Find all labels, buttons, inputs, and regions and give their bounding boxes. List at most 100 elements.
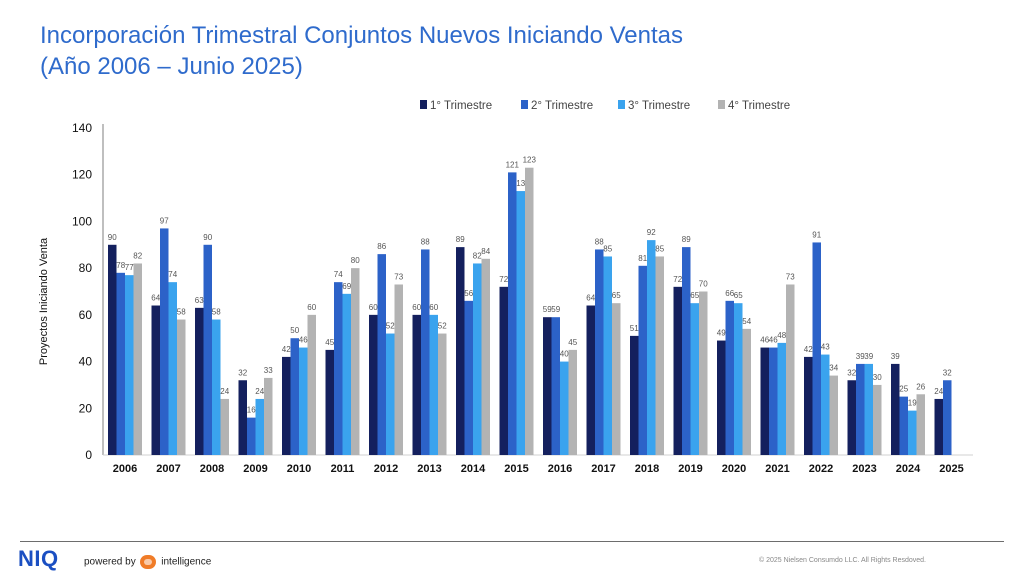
data-label: 45 — [325, 338, 334, 347]
bar-3Trimestre-2012 — [386, 333, 395, 455]
data-label: 86 — [377, 242, 386, 251]
data-label: 82 — [473, 251, 482, 260]
legend-swatch — [718, 100, 725, 109]
data-label: 24 — [220, 387, 229, 396]
niq-logo: NIQ — [18, 546, 59, 571]
data-label: 24 — [255, 387, 264, 396]
legend-label: 1° Trimestre — [430, 100, 492, 112]
x-tick-label: 2008 — [200, 463, 224, 475]
x-tick-label: 2009 — [243, 463, 267, 475]
x-tick-label: 2025 — [939, 463, 963, 475]
data-label: 60 — [307, 303, 316, 312]
data-label: 46 — [769, 336, 778, 345]
bar-4Trimestre-2020 — [742, 328, 751, 455]
bar-3Trimestre-2018 — [647, 240, 656, 455]
partner-suffix: intelligence — [161, 556, 212, 568]
data-label: 34 — [829, 364, 838, 373]
x-tick-label: 2012 — [374, 463, 398, 475]
y-tick-label: 60 — [79, 308, 93, 322]
bar-1Trimestre-2017 — [586, 305, 595, 455]
x-tick-label: 2022 — [809, 463, 833, 475]
data-label: 65 — [612, 291, 621, 300]
x-tick-label: 2006 — [113, 463, 137, 475]
data-label: 72 — [673, 275, 682, 284]
data-label: 59 — [551, 305, 560, 314]
data-label: 54 — [742, 317, 751, 326]
bar-1Trimestre-2016 — [543, 317, 552, 455]
data-label: 65 — [734, 291, 743, 300]
bar-3Trimestre-2022 — [821, 354, 830, 455]
data-label: 52 — [386, 322, 395, 331]
data-label: 92 — [647, 228, 656, 237]
data-label: 88 — [595, 237, 604, 246]
y-axis-title: Proyectos Iniciando Venta — [38, 237, 50, 365]
data-label: 88 — [421, 237, 430, 246]
bar-1Trimestre-2023 — [847, 380, 856, 455]
bar-3Trimestre-2007 — [168, 282, 177, 455]
bar-3Trimestre-2011 — [342, 293, 351, 455]
data-label: 42 — [282, 345, 291, 354]
x-tick-label: 2015 — [504, 463, 528, 475]
data-label: 49 — [717, 329, 726, 338]
bar-2Trimestre-2013 — [421, 249, 430, 455]
data-label: 19 — [908, 399, 917, 408]
data-label: 25 — [899, 385, 908, 394]
data-label: 85 — [603, 244, 612, 253]
bar-4Trimestre-2013 — [438, 333, 447, 455]
x-tick-label: 2010 — [287, 463, 311, 475]
legend-swatch — [618, 100, 625, 109]
bar-4Trimestre-2015 — [525, 167, 534, 455]
data-label: 65 — [690, 291, 699, 300]
bar-4Trimestre-2006 — [133, 263, 142, 455]
bar-4Trimestre-2023 — [873, 384, 882, 455]
data-label: 30 — [873, 373, 882, 382]
bar-3Trimestre-2016 — [560, 361, 569, 455]
data-label: 74 — [334, 270, 343, 279]
bar-2Trimestre-2008 — [203, 244, 212, 455]
bar-4Trimestre-2021 — [786, 284, 795, 455]
data-label: 58 — [212, 308, 221, 317]
chart-title-line2: (Año 2006 – Junio 2025) — [40, 53, 303, 80]
data-label: 46 — [760, 336, 769, 345]
powered-by-label: powered by intelligence — [84, 555, 211, 569]
x-tick-label: 2007 — [156, 463, 180, 475]
bar-3Trimestre-2010 — [299, 347, 308, 455]
x-tick-label: 2013 — [417, 463, 441, 475]
data-label: 13 — [516, 179, 525, 188]
bar-4Trimestre-2014 — [481, 258, 490, 455]
data-label: 32 — [238, 368, 247, 377]
bar-1Trimestre-2021 — [760, 347, 769, 455]
data-label: 24 — [934, 387, 943, 396]
data-label: 32 — [943, 368, 952, 377]
data-label: 42 — [804, 345, 813, 354]
bar-1Trimestre-2013 — [412, 314, 421, 455]
data-label: 46 — [299, 336, 308, 345]
bar-2Trimestre-2018 — [638, 265, 647, 455]
data-label: 80 — [351, 256, 360, 265]
data-label: 123 — [523, 156, 537, 165]
bar-2Trimestre-2014 — [464, 300, 473, 455]
data-label: 70 — [699, 280, 708, 289]
bar-2Trimestre-2017 — [595, 249, 604, 455]
bar-chart: 0 20 40 60 80 100 120 140 Proyectos Iniciando Ve… — [38, 100, 973, 475]
bar-1Trimestre-2025 — [934, 398, 943, 455]
bar-2Trimestre-2024 — [899, 396, 908, 455]
data-label: 64 — [151, 294, 160, 303]
gfk-logo-icon — [140, 555, 157, 569]
bar-2Trimestre-2021 — [769, 347, 778, 455]
y-tick-label: 80 — [79, 261, 93, 275]
y-tick-label: 40 — [79, 355, 93, 369]
bar-4Trimestre-2018 — [655, 256, 664, 455]
data-label: 52 — [438, 322, 447, 331]
x-tick-label: 2020 — [722, 463, 746, 475]
legend-label: 3° Trimestre — [628, 100, 690, 112]
x-tick-label: 2014 — [461, 463, 486, 475]
bar-3Trimestre-2017 — [603, 256, 612, 455]
data-label: 82 — [133, 251, 142, 260]
x-tick-label: 2011 — [331, 463, 355, 475]
bar-1Trimestre-2010 — [282, 356, 291, 455]
data-label: 84 — [481, 247, 490, 256]
bar-3Trimestre-2013 — [429, 314, 438, 455]
y-tick-label: 100 — [72, 214, 92, 228]
bar-1Trimestre-2008 — [195, 307, 204, 455]
